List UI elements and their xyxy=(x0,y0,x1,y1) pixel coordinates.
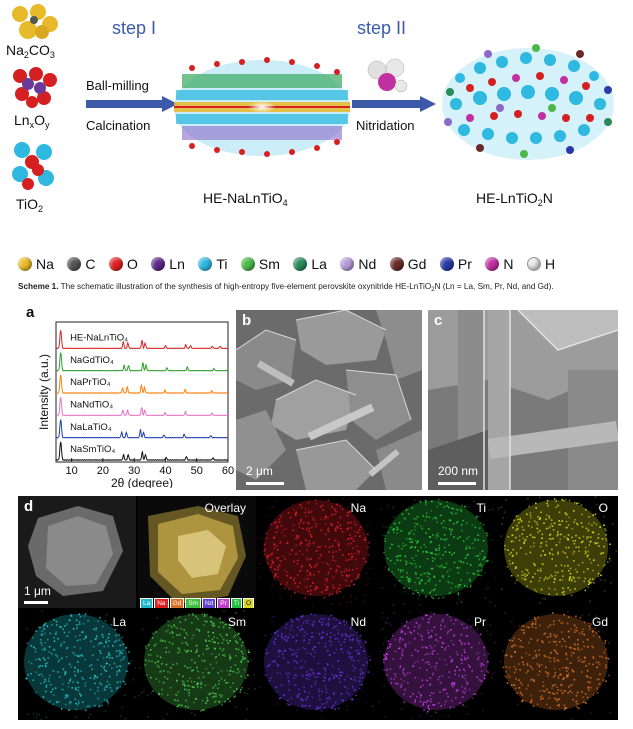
step-1-label: step I xyxy=(112,18,157,38)
series-label-3: NaNdTiO₄ xyxy=(70,400,113,411)
panel-c-sem: c 200 nm xyxy=(428,310,618,490)
x-tick-label-40: 40 xyxy=(159,465,171,477)
sem-zoom-illustration xyxy=(428,310,618,490)
reactant-2-label: LnxOy xyxy=(14,112,50,130)
series-label-1: NaGdTiO₄ xyxy=(70,355,114,366)
eds-scale-text: 1 μm xyxy=(24,584,51,598)
x-tick-label-10: 10 xyxy=(66,465,78,477)
eds-map-ti: Ti xyxy=(378,496,496,606)
eds-map-label: Nd xyxy=(350,615,366,629)
x-axis-label: 2θ (degree) xyxy=(111,476,173,488)
eds-map-sm: Sm xyxy=(138,610,256,720)
series-line-5 xyxy=(55,441,229,461)
panel-b-sem: b 2 μm xyxy=(236,310,422,490)
swatch-nd: Nd xyxy=(201,598,217,608)
eds-map-na: Na xyxy=(258,496,376,606)
process-2-label: Nitridation xyxy=(356,118,415,133)
series-label-2: NaPrTiO₄ xyxy=(70,377,111,388)
arrow-1-icon xyxy=(86,96,178,112)
na2co3-molecule-icon xyxy=(12,4,58,39)
perovskite-oxynitride-illustration xyxy=(442,44,614,160)
legend-h: H xyxy=(526,256,555,272)
legend-ln: Ln xyxy=(151,256,185,272)
series-label-4: NaLaTiO₄ xyxy=(70,422,112,433)
legend-c: C xyxy=(67,256,95,272)
legend-ti: Ti xyxy=(198,256,227,272)
legend-na: Na xyxy=(18,256,54,272)
legend-o: O xyxy=(108,256,138,272)
layered-crystal-structure-illustration xyxy=(174,57,350,157)
legend-n: N xyxy=(485,256,513,272)
xrd-chart: 10 20 30 40 50 60 2θ (degree) Intensity (a.u.) H… xyxy=(37,321,234,488)
eds-map-label: Gd xyxy=(591,615,608,629)
lnxoy-molecule-icon xyxy=(13,67,57,108)
process-1-top-label: Ball-milling xyxy=(86,78,149,93)
panel-a-letter: a xyxy=(26,304,35,321)
panel-b-letter: b xyxy=(242,312,252,329)
x-tick-label-50: 50 xyxy=(191,465,203,477)
swatch-la: La xyxy=(140,598,154,608)
eds-map-gd: Gd xyxy=(498,610,618,720)
eds-map-label: Pr xyxy=(474,615,486,629)
step-2-label: step II xyxy=(357,18,407,38)
haadf-image: d 1 μm xyxy=(18,496,136,608)
legend-sm: Sm xyxy=(240,256,280,272)
overlay-swatches: La Na Gd Sm Nd Pr Ti O xyxy=(140,592,255,608)
plot-frame xyxy=(55,321,229,463)
legend-gd: Gd xyxy=(389,256,426,272)
sem-platelets-illustration xyxy=(236,310,422,490)
process-1-bottom-label: Calcination xyxy=(86,118,151,133)
ammonia-molecule-icon xyxy=(367,58,408,93)
eds-map-o: O xyxy=(498,496,618,606)
product-label: HE-LnTiO2N xyxy=(476,190,553,208)
panel-b-scalebar xyxy=(246,482,284,485)
x-tick-label-30: 30 xyxy=(128,465,140,477)
swatch-pr: Pr xyxy=(217,598,230,608)
x-tick-label-20: 20 xyxy=(97,465,109,477)
panel-c-scalebar xyxy=(438,482,476,485)
series-line-2 xyxy=(55,374,229,394)
scheme: Na2CO3 LnxOy TiO2 step I step II Ball-mi… xyxy=(0,0,633,245)
eds-map-label: Na xyxy=(350,501,366,515)
eds-map-label: Ti xyxy=(476,501,486,515)
reactant-1-label: Na2CO3 xyxy=(6,42,55,60)
x-tick-label-60: 60 xyxy=(222,465,234,477)
panel-b-scale-text: 2 μm xyxy=(246,464,273,478)
panel-d-letter: d xyxy=(24,498,34,515)
swatch-sm: Sm xyxy=(185,598,201,608)
eds-map-label: La xyxy=(112,615,126,629)
eds-map-label: O xyxy=(598,501,608,515)
swatch-gd: Gd xyxy=(169,598,185,608)
eds-map-label: Sm xyxy=(228,615,246,629)
legend-pr: Pr xyxy=(439,256,472,272)
overlay-label: Overlay xyxy=(204,501,246,515)
panel-c-letter: c xyxy=(434,312,443,329)
series-line-3 xyxy=(55,397,229,417)
intermediate-label: HE-NaLnTiO4 xyxy=(203,190,288,208)
y-axis-label: Intensity (a.u.) xyxy=(37,354,51,430)
eds-map-pr: Pr xyxy=(378,610,496,720)
arrow-2-icon xyxy=(352,96,436,112)
panel-c-scale-text: 200 nm xyxy=(438,464,479,478)
legend-nd: Nd xyxy=(340,256,376,272)
legend-la: La xyxy=(293,256,327,272)
tio2-molecule-icon xyxy=(12,142,54,190)
scheme-caption: Scheme 1. The schematic illustration of … xyxy=(18,282,554,293)
reactant-3-label: TiO2 xyxy=(16,196,44,214)
series-line-0 xyxy=(55,330,229,350)
series-label-5: NaSmTiO₄ xyxy=(70,444,115,455)
element-legend: Na C O Ln Ti Sm La Nd Gd Pr N H xyxy=(18,256,628,276)
series-line-4 xyxy=(55,419,229,439)
series-label-0: HE-NaLnTiO₄ xyxy=(70,333,128,344)
swatch-na: Na xyxy=(154,598,169,608)
swatch-o: O xyxy=(242,598,255,608)
series-line-1 xyxy=(55,352,229,372)
panel-d-eds: d 1 μm Overlay La Na Gd Sm Nd Pr Ti O Na Ti O La Sm… xyxy=(18,496,618,720)
swatch-ti: Ti xyxy=(230,598,242,608)
eds-scalebar xyxy=(24,601,48,604)
eds-map-nd: Nd xyxy=(258,610,376,720)
overlay-map: Overlay La Na Gd Sm Nd Pr Ti O xyxy=(138,496,256,608)
eds-map-la: La xyxy=(18,610,136,720)
